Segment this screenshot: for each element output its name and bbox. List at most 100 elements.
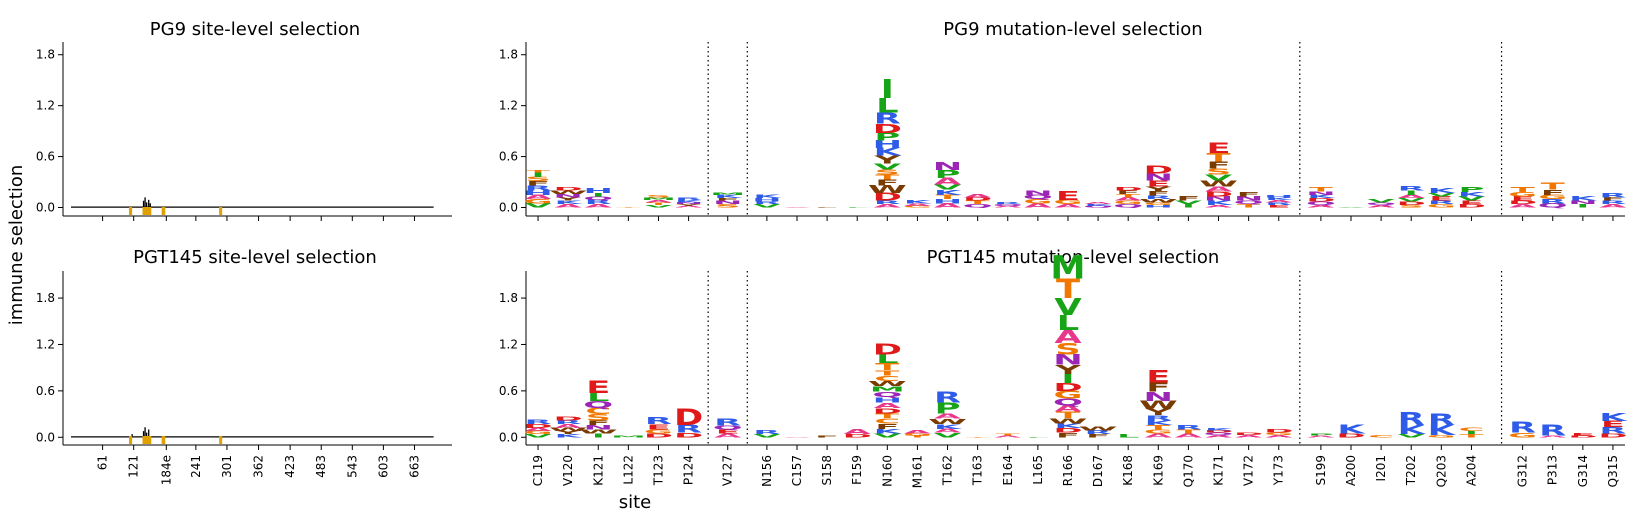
logo-letter: D <box>1114 186 1143 191</box>
logo-letter: T <box>1511 186 1536 194</box>
x-tick-label: A200 <box>1344 455 1358 486</box>
x-tick-label: K121 <box>591 455 605 486</box>
logo-letter: N <box>933 161 963 173</box>
y-tick-label: 0.6 <box>499 384 518 398</box>
x-tick-label: 121 <box>127 455 141 478</box>
highlight-range <box>129 207 132 215</box>
logo-letter: M <box>611 435 646 437</box>
x-tick-label: C119 <box>531 455 545 486</box>
highlight-range <box>129 436 132 444</box>
y-tick-label: 1.2 <box>499 337 518 351</box>
y-tick-label: 1.8 <box>36 48 55 62</box>
x-tick-label: K169 <box>1151 455 1165 486</box>
logo-letter: A <box>904 430 932 435</box>
logo-letter: D <box>1234 432 1263 436</box>
mutation-level-pgt145-panel: PGT145 mutation-level selection 0.00.61.… <box>499 247 1628 488</box>
mutation-level-pg9-panel: PG9 mutation-level selection 0.00.61.21.… <box>499 19 1627 221</box>
x-tick-label: Y173 <box>1272 455 1286 486</box>
x-tick-label: P313 <box>1546 455 1560 485</box>
x-tick-label: L122 <box>621 455 635 485</box>
highlight-range <box>162 207 166 215</box>
x-tick-label: Q170 <box>1181 455 1195 487</box>
x-tick-label: V127 <box>721 455 735 486</box>
x-tick-label: T162 <box>941 455 955 486</box>
x-tick-label: C157 <box>790 455 804 486</box>
x-tick-label: 61 <box>96 455 110 470</box>
logo-letter: D <box>1264 429 1293 434</box>
x-tick-label: D167 <box>1091 455 1105 487</box>
logo-letter: T <box>1541 181 1566 192</box>
logo-letter: A <box>844 427 872 436</box>
logo-letter: S <box>646 194 671 198</box>
x-tick-label: T123 <box>651 455 665 486</box>
logo-letter: R <box>1539 423 1566 440</box>
logo-letter: W <box>1079 425 1118 431</box>
logo-letter: D <box>873 341 902 358</box>
x-tick-label: K171 <box>1212 455 1226 486</box>
logo-letter: L <box>1117 433 1139 438</box>
x-tick-label: K168 <box>1121 455 1135 486</box>
logo-letter: N <box>1023 189 1053 196</box>
panel-title: PGT145 site-level selection <box>133 247 377 268</box>
y-tick-label: 1.8 <box>499 48 518 62</box>
x-tick-label: G312 <box>1516 455 1530 487</box>
logo-letter: R <box>675 197 702 201</box>
logo-letter: K <box>1205 427 1235 431</box>
y-tick-label: 0.6 <box>36 384 55 398</box>
x-tick-label: S199 <box>1314 455 1328 486</box>
logo-letter: F <box>1176 195 1200 202</box>
x-tick-label: N160 <box>880 455 894 487</box>
logo-letter: R <box>645 416 672 427</box>
y-tick-label: 0.0 <box>499 430 518 444</box>
x-tick-label: F159 <box>850 455 864 485</box>
logo-letter: A <box>964 193 992 198</box>
highlight-range <box>219 436 222 444</box>
logo-letter: C <box>1368 434 1394 438</box>
x-tick-label: 241 <box>189 455 203 478</box>
logo-letter: K <box>753 194 782 199</box>
x-tick-label: Q315 <box>1606 455 1620 487</box>
logo-letter: R <box>1599 192 1626 199</box>
logo-letter: R <box>753 429 780 435</box>
y-tick-label: 0.6 <box>36 150 55 164</box>
logo-letter: R <box>934 389 961 406</box>
panel-title: PG9 mutation-level selection <box>943 19 1202 40</box>
logo-letter: T <box>526 170 550 174</box>
x-tick-label: M161 <box>910 455 924 488</box>
x-tick-label: I201 <box>1374 455 1388 481</box>
x-tick-label: 362 <box>252 455 266 478</box>
logo-letter: L <box>846 206 869 207</box>
logo-letter: R <box>1175 424 1202 432</box>
site-selection-line <box>71 427 434 437</box>
y-tick-label: 1.2 <box>499 99 518 113</box>
y-tick-label: 0.6 <box>499 150 518 164</box>
x-tick-label: 543 <box>345 455 359 478</box>
x-tick-label: S158 <box>820 455 834 486</box>
logo-letter: T <box>616 206 640 207</box>
site-level-pgt145-panel: PGT145 site-level selection 0.00.61.21.8… <box>36 247 452 485</box>
logo-letter: K <box>1337 422 1366 437</box>
highlight-range <box>219 207 222 215</box>
logo-letter: D <box>554 415 583 421</box>
x-tick-label: 603 <box>376 455 390 478</box>
logo-letter: F <box>1237 191 1261 198</box>
x-tick-label: Q203 <box>1434 455 1448 487</box>
logo-letter: D <box>1144 164 1173 176</box>
logo-letter: E <box>1146 366 1170 386</box>
x-tick-label: A204 <box>1464 455 1478 486</box>
x-tick-label: R166 <box>1061 455 1075 486</box>
y-tick-label: 0.0 <box>36 430 55 444</box>
x-axis-label: site <box>619 492 652 513</box>
highlight-range <box>142 436 151 444</box>
x-tick-label: T163 <box>971 455 985 486</box>
site-level-pg9-panel: PG9 site-level selection 0.00.61.21.8 <box>36 19 452 221</box>
logo-letter: T <box>1309 186 1334 193</box>
logo-letter: E <box>1056 188 1080 203</box>
logo-letter: H <box>1264 194 1294 198</box>
x-tick-label: G314 <box>1576 455 1590 487</box>
logo-letter: T <box>966 437 990 438</box>
logo-letter: R <box>1398 408 1425 429</box>
logo-letter: K <box>1569 195 1598 202</box>
logo-letter: A <box>783 437 811 438</box>
highlight-range <box>162 436 166 444</box>
